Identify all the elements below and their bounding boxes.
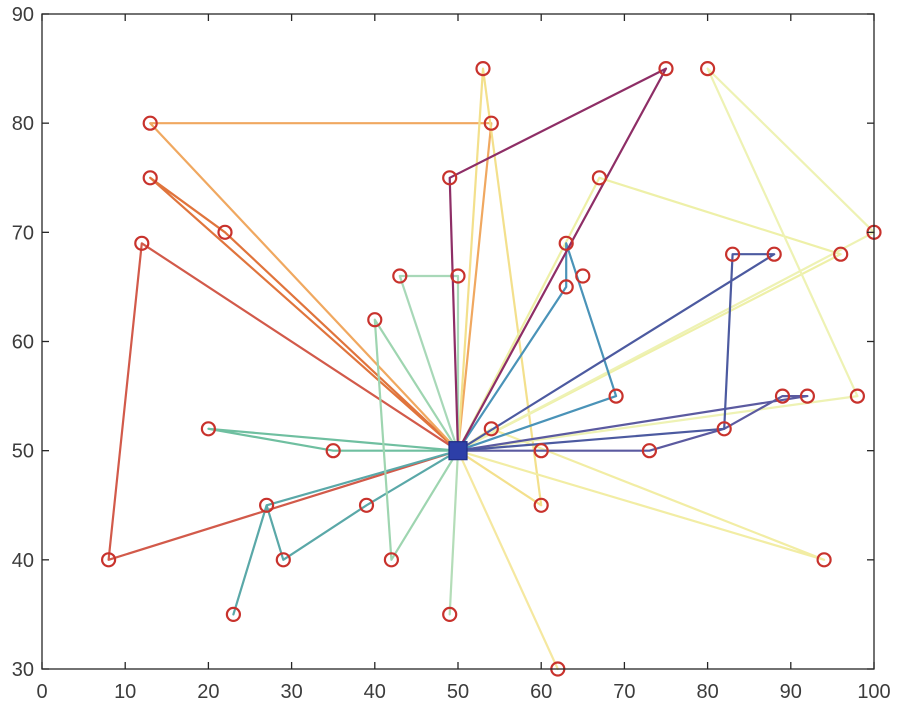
x-tick-label: 10 — [114, 681, 136, 703]
x-axis-tick-labels: 0 10 20 30 40 50 60 70 80 90 100 — [36, 681, 890, 703]
y-tick-label: 60 — [12, 332, 34, 354]
customer-node — [442, 170, 458, 186]
x-tick-label: 40 — [364, 681, 386, 703]
x-tick-label: 100 — [857, 681, 890, 703]
route-3 — [149, 122, 493, 452]
customer-node — [533, 497, 549, 513]
y-tick-label: 70 — [12, 222, 34, 244]
customer-node — [134, 235, 150, 251]
x-tick-label: 80 — [696, 681, 718, 703]
depot-layer — [448, 441, 468, 461]
depot-marker — [448, 441, 468, 461]
x-tick-label: 60 — [530, 681, 552, 703]
route-10 — [232, 449, 460, 616]
routes-layer — [107, 67, 876, 671]
x-tick-label: 30 — [280, 681, 302, 703]
y-tick-label: 40 — [12, 550, 34, 572]
route-14 — [456, 242, 618, 452]
customer-node — [699, 60, 716, 77]
x-tick-label: 20 — [197, 681, 219, 703]
customer-node — [142, 170, 158, 186]
customer-nodes-layer — [100, 60, 882, 677]
customer-node — [483, 115, 499, 131]
route-4 — [456, 67, 543, 507]
x-tick-label: 0 — [36, 681, 47, 703]
customer-node — [475, 60, 491, 77]
customer-node — [816, 552, 832, 568]
customer-node — [200, 421, 216, 437]
customer-node — [608, 388, 624, 404]
route-2 — [149, 176, 460, 452]
route-11 — [373, 318, 460, 561]
customer-node — [442, 606, 458, 623]
customer-node — [259, 497, 275, 513]
customer-node — [275, 552, 291, 568]
customer-node — [641, 443, 658, 459]
y-tick-label: 30 — [12, 659, 34, 681]
route-8 — [456, 67, 876, 452]
customer-node — [558, 235, 574, 251]
route-9 — [207, 427, 460, 452]
customer-node — [217, 224, 233, 240]
y-tick-label: 90 — [12, 4, 34, 26]
customer-node — [450, 268, 466, 284]
customer-node — [575, 268, 591, 284]
customer-node — [716, 421, 732, 437]
y-tick-label: 50 — [12, 441, 34, 463]
x-tick-label: 70 — [613, 681, 635, 703]
customer-node — [392, 268, 408, 284]
customer-node — [658, 60, 674, 77]
route-15 — [448, 67, 668, 452]
customer-node — [833, 246, 849, 262]
y-axis-tick-labels: 30 40 50 60 70 80 90 — [12, 4, 34, 681]
customer-node — [774, 388, 791, 404]
y-tick-label: 80 — [12, 113, 34, 135]
x-tick-label: 90 — [780, 681, 802, 703]
customer-node — [724, 246, 741, 262]
customer-node — [533, 443, 549, 459]
customer-node — [225, 606, 241, 623]
route-13 — [448, 449, 460, 616]
customer-node — [325, 443, 341, 459]
x-tick-label: 50 — [447, 681, 469, 703]
route-12 — [398, 274, 460, 452]
customer-node — [849, 388, 866, 404]
customer-node — [766, 246, 782, 262]
route-1 — [107, 242, 460, 561]
axis-ticks — [41, 13, 875, 670]
customer-node — [799, 388, 816, 404]
route-6 — [456, 427, 826, 561]
route-7 — [456, 176, 842, 452]
customer-node — [142, 115, 158, 131]
customer-node — [558, 279, 574, 295]
customer-node — [591, 170, 608, 186]
route-16 — [456, 395, 809, 452]
customer-node — [100, 552, 117, 568]
route-17 — [456, 253, 776, 452]
customer-node — [483, 421, 499, 437]
customer-node — [358, 497, 375, 513]
customer-node — [383, 552, 399, 568]
customer-node — [367, 312, 383, 328]
